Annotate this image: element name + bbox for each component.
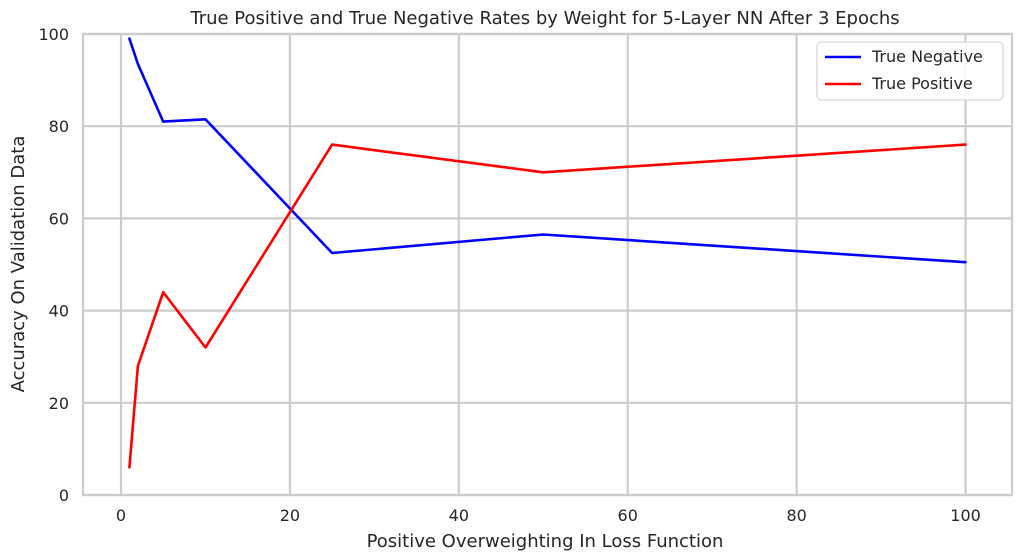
x-tick-label: 100	[950, 506, 981, 525]
x-tick-label: 20	[280, 506, 300, 525]
y-tick-label: 40	[49, 302, 69, 321]
y-tick-label: 0	[59, 486, 69, 505]
legend: True Negative True Positive	[816, 41, 1004, 101]
gridlines	[83, 32, 1012, 497]
x-tick-label: 40	[449, 506, 469, 525]
plot-frame	[81, 32, 1014, 497]
y-tick-label: 100	[38, 25, 69, 44]
x-tick-label: 0	[116, 506, 126, 525]
y-tick-label: 60	[49, 209, 69, 228]
y-tick-label: 20	[49, 394, 69, 413]
x-tick-label: 60	[618, 506, 638, 525]
x-axis-label: Positive Overweighting In Loss Function	[367, 531, 724, 552]
y-axis-label: Accuracy On Validation Data	[8, 136, 29, 393]
series-line-true-negative	[128, 37, 967, 264]
chart-title: True Positive and True Negative Rates by…	[189, 8, 899, 29]
legend-label-true-negative: True Negative	[871, 47, 983, 66]
x-tick-label: 80	[786, 506, 806, 525]
series-lines	[128, 37, 967, 469]
legend-box	[816, 41, 1004, 101]
series-line-true-positive	[128, 143, 967, 469]
y-tick-label: 80	[49, 117, 69, 136]
legend-label-true-positive: True Positive	[871, 74, 973, 93]
tick-labels: 0 20 40 60 80 100 0 20 40 60 80 100	[38, 25, 980, 525]
